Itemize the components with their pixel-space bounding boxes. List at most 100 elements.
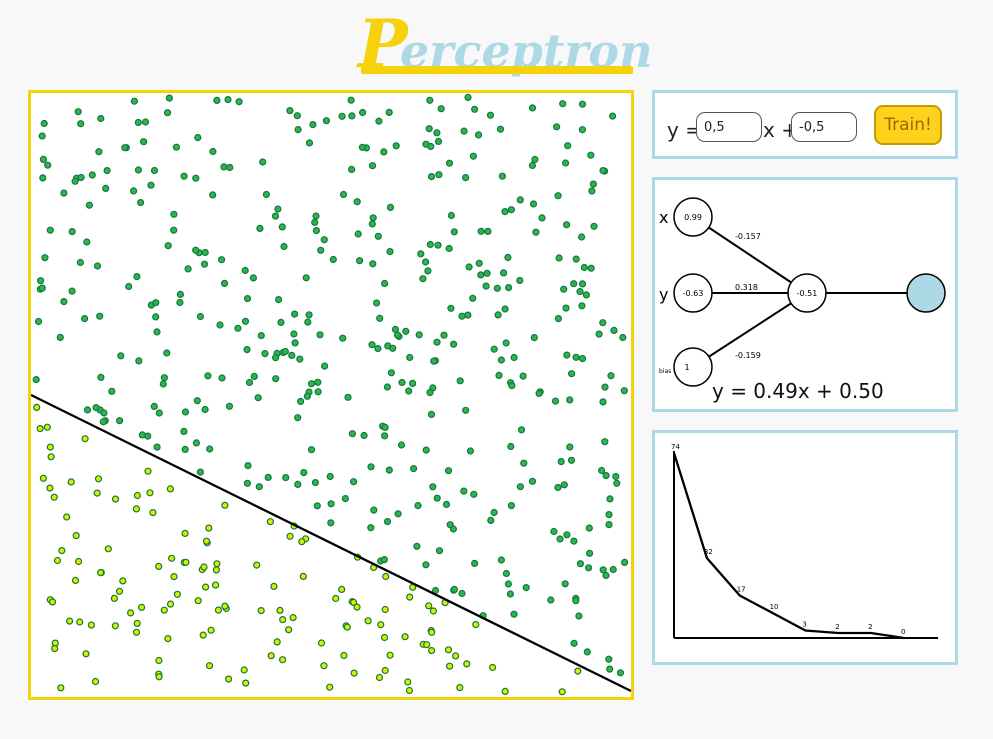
data-point: [276, 606, 284, 615]
data-point: [405, 686, 413, 695]
data-point: [368, 220, 376, 228]
data-point: [74, 108, 82, 116]
data-point: [119, 577, 127, 585]
data-point: [601, 383, 609, 391]
data-point: [166, 485, 174, 493]
data-point: [374, 345, 382, 353]
data-point: [373, 299, 381, 307]
data-point: [130, 97, 139, 105]
data-point: [387, 369, 395, 377]
data-point: [401, 633, 409, 641]
data-point: [449, 525, 457, 533]
data-point: [554, 483, 562, 492]
data-point: [462, 173, 470, 182]
data-point: [56, 333, 64, 341]
decision-line: [31, 393, 631, 693]
data-point: [359, 108, 367, 117]
data-point: [339, 334, 347, 342]
data-point: [402, 327, 410, 335]
data-point: [57, 684, 65, 692]
data-point: [435, 547, 444, 555]
plot-canvas[interactable]: [31, 93, 631, 697]
data-point: [314, 388, 322, 396]
data-point: [221, 602, 229, 610]
data-point: [501, 305, 509, 313]
data-point: [293, 112, 301, 120]
data-point: [243, 295, 252, 303]
data-point: [450, 585, 458, 593]
data-point: [558, 688, 566, 696]
data-point: [555, 254, 563, 262]
data-point: [95, 148, 103, 156]
data-point: [317, 246, 325, 254]
points-layer: [32, 93, 629, 696]
data-point: [422, 258, 430, 266]
data-point: [464, 93, 472, 102]
data-point: [133, 619, 141, 628]
data-point: [173, 590, 181, 598]
data-point: [531, 155, 539, 164]
data-point: [327, 500, 335, 508]
data-point: [530, 334, 538, 342]
data-point: [207, 626, 215, 634]
data-point: [332, 594, 340, 603]
data-point: [40, 119, 48, 128]
data-point: [68, 228, 76, 236]
data-point: [39, 174, 47, 182]
intercept-input[interactable]: [791, 112, 857, 142]
data-point: [320, 236, 328, 244]
data-point: [297, 397, 305, 406]
data-point: [88, 171, 96, 179]
weight-bias: -0.159: [735, 351, 761, 360]
training-plot[interactable]: [28, 90, 634, 700]
data-point: [249, 274, 257, 282]
train-button[interactable]: Train!: [874, 105, 942, 145]
data-point: [286, 532, 294, 540]
data-point: [410, 465, 418, 473]
data-point: [348, 112, 356, 120]
data-point: [566, 396, 574, 404]
data-point: [206, 445, 214, 453]
data-point: [458, 589, 466, 598]
data-point: [609, 565, 617, 574]
input-node-x: [673, 197, 713, 237]
data-point: [385, 108, 393, 116]
data-point: [578, 280, 587, 288]
data-point: [435, 171, 443, 179]
data-point: [199, 631, 207, 639]
data-point: [316, 331, 324, 339]
data-point: [97, 114, 105, 123]
data-point: [241, 266, 249, 275]
data-point: [163, 349, 171, 357]
data-point: [559, 100, 567, 108]
data-point: [587, 151, 595, 159]
data-point: [381, 432, 389, 440]
data-point: [218, 374, 226, 382]
data-point: [394, 510, 402, 518]
data-point: [428, 646, 436, 655]
title-logo: P erceptron: [356, 5, 653, 83]
data-point: [277, 318, 285, 326]
data-point: [447, 211, 455, 220]
data-point: [452, 652, 460, 660]
data-point: [510, 353, 518, 362]
data-point: [532, 228, 540, 236]
data-point: [424, 267, 432, 275]
data-point: [550, 527, 558, 536]
data-point: [471, 559, 479, 567]
data-point: [610, 326, 618, 334]
data-point: [376, 314, 384, 322]
input-value-y: -0.63: [683, 289, 704, 298]
data-point: [370, 506, 378, 514]
input-value-bias: 1: [684, 363, 689, 372]
data-point: [578, 302, 586, 310]
data-point: [196, 312, 204, 321]
data-point: [152, 313, 160, 321]
data-point: [39, 474, 47, 482]
data-point: [77, 120, 85, 128]
data-point: [417, 250, 425, 258]
error-value-label: 10: [770, 603, 779, 611]
data-point: [102, 184, 110, 193]
slope-input[interactable]: [696, 112, 762, 142]
